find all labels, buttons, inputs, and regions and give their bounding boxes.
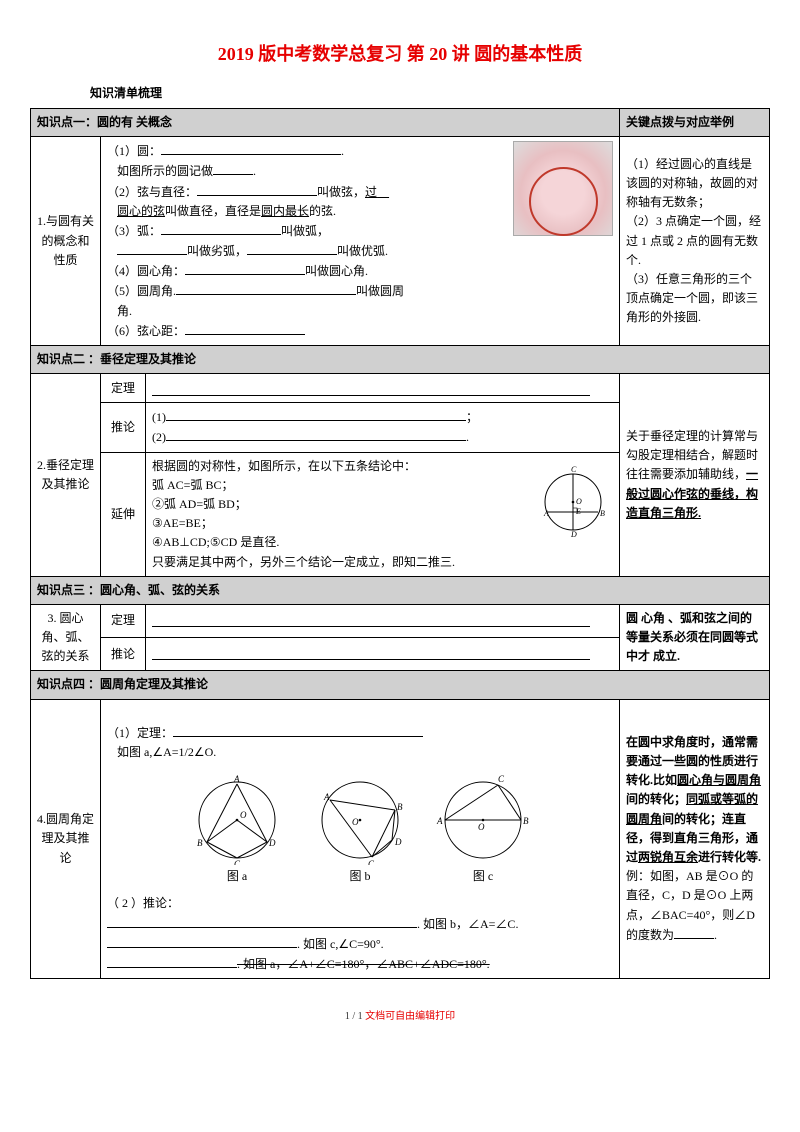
section3-sub2: 推论 — [101, 638, 146, 671]
section3-label: 3. 圆心角、弧、弦的关系 — [31, 604, 101, 671]
svg-text:D: D — [268, 838, 276, 848]
svg-text:B: B — [600, 509, 605, 518]
figure-b: A B C D O — [310, 770, 410, 865]
figure-a: A B D C O — [187, 770, 287, 865]
svg-text:C: C — [498, 774, 505, 784]
svg-text:E: E — [575, 507, 581, 516]
svg-text:D: D — [394, 837, 402, 847]
svg-text:A: A — [543, 509, 549, 518]
section2-tuilian: (1)； (2). — [146, 403, 620, 452]
section3-sub1: 定理 — [101, 604, 146, 637]
svg-text:O: O — [478, 822, 485, 832]
section4-tips: 在圆中求角度时，通常需要通过一些圆的性质进行转化.比如圆心角与圆周角间的转化；同… — [620, 699, 770, 979]
main-table: 知识点一：圆的有 关概念 关键点拨与对应举例 1.与圆有关的概念和性质 （1）圆… — [30, 108, 770, 979]
page-footer: 1 / 1 文档可自由编辑打印 — [30, 1009, 770, 1025]
perpendicular-chord-figure: O A B E C D — [538, 462, 608, 537]
doc-title: 2019 版中考数学总复习 第 20 讲 圆的基本性质 — [30, 40, 770, 69]
svg-text:O: O — [240, 810, 247, 820]
section2-label: 2.垂径定理及其推论 — [31, 374, 101, 577]
section2-sub3: 延伸 — [101, 452, 146, 576]
circle-photo — [513, 141, 613, 236]
section4-header: 知识点四 ：圆周角定理及其推论 — [31, 671, 770, 699]
svg-text:C: C — [234, 859, 241, 865]
section3-header: 知识点三 ：圆心角、弧、弦的关系 — [31, 576, 770, 604]
svg-text:A: A — [233, 774, 240, 784]
section1-content: （1）圆：. 如图所示的圆记做. （2）弦与直径：叫做弦，过 圆心的弦叫做直径，… — [101, 137, 620, 346]
section3-theorem — [146, 604, 620, 637]
figure-c: A B C O — [433, 770, 533, 865]
doc-subtitle: 知识清单梳理 — [30, 84, 770, 103]
svg-text:C: C — [571, 465, 577, 474]
section3-tuilian — [146, 638, 620, 671]
section3-tips: 圆 心角 、弧和弦之间的等量关系必须在同圆等式中才 成立. — [620, 604, 770, 671]
section2-extend: O A B E C D 根据圆的对称性，如图所示，在以下五条结论中： 弧 AC=… — [146, 452, 620, 576]
svg-text:A: A — [323, 792, 330, 802]
section1-header-right: 关键点拨与对应举例 — [620, 108, 770, 136]
section1-header-left: 知识点一：圆的有 关概念 — [31, 108, 620, 136]
section2-theorem — [146, 374, 620, 403]
svg-text:B: B — [397, 802, 403, 812]
section2-tips: 关于垂径定理的计算常与勾股定理相结合，解题时往往需要添加辅助线，一般过圆心作弦的… — [620, 374, 770, 577]
section2-header: 知识点二 ：垂径定理及其推论 — [31, 346, 770, 374]
section1-tips: （1）经过圆心的直线是该圆的对称轴，故圆的对称轴有无数条； （2）3 点确定一个… — [620, 137, 770, 346]
svg-text:O: O — [576, 497, 582, 506]
svg-text:O: O — [352, 817, 359, 827]
section4-label: 4.圆周角定理及其推论 — [31, 699, 101, 979]
svg-text:D: D — [570, 530, 577, 537]
svg-text:C: C — [368, 859, 375, 865]
section2-sub1: 定理 — [101, 374, 146, 403]
section2-sub2: 推论 — [101, 403, 146, 452]
svg-text:A: A — [436, 816, 443, 826]
section4-content: （1）定理： 如图 a,∠A=1/2∠O. A B D C O — [101, 699, 620, 979]
svg-text:B: B — [523, 816, 529, 826]
svg-text:B: B — [197, 838, 203, 848]
section1-label: 1.与圆有关的概念和性质 — [31, 137, 101, 346]
